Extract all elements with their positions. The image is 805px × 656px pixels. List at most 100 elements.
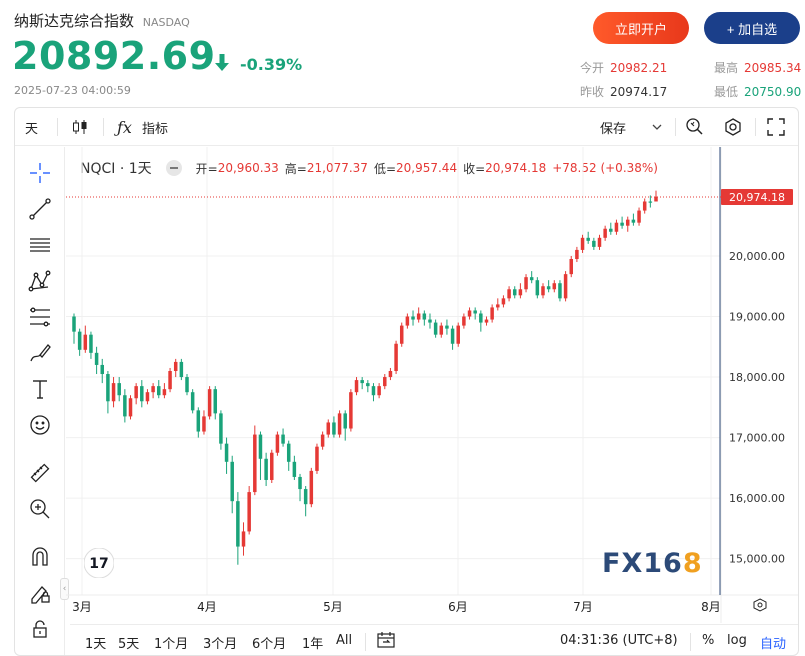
price-chart[interactable]: 20,974.18 20,000.00 19,000.00 18,000.00 17,0… [66, 147, 798, 623]
candle [213, 389, 218, 414]
hide-legend-button[interactable] [165, 160, 182, 176]
candle-type-icon[interactable] [71, 108, 89, 146]
candle [580, 237, 585, 250]
time-tick-label: 3月 [72, 600, 92, 614]
candle [484, 319, 489, 323]
candle [546, 286, 551, 290]
candle [117, 383, 121, 396]
candle [247, 492, 251, 532]
index-title: 纳斯达克综合指数 NASDAQ [14, 10, 190, 31]
candle [292, 461, 297, 477]
candle [586, 237, 590, 241]
symbol-label: NQCI · 1天 [80, 161, 152, 177]
candle [366, 383, 370, 387]
range-1y[interactable]: 1年 [302, 637, 324, 652]
range-bar: 1天 5天 1个月 3个月 6个月 1年 All 04:31:36 (UTC+8… [70, 624, 798, 655]
text-icon[interactable] [25, 375, 55, 403]
ruler-icon[interactable] [25, 459, 55, 487]
candle [383, 377, 387, 387]
candle [535, 280, 540, 296]
candle [140, 386, 144, 402]
candle [416, 313, 421, 320]
timestamp: 2025-07-23 04:00:59 [14, 84, 131, 97]
candle [501, 298, 506, 305]
lock-drawing-icon[interactable] [25, 579, 55, 607]
candle [399, 325, 404, 344]
date-range-icon[interactable] [376, 631, 396, 653]
candle [349, 392, 353, 429]
range-1d[interactable]: 1天 [85, 637, 107, 652]
range-all[interactable]: All [336, 633, 353, 648]
pattern-icon[interactable] [25, 267, 55, 295]
candle [145, 392, 150, 402]
emoji-icon[interactable] [25, 411, 55, 439]
legend-close: 20,974.18 [485, 161, 547, 175]
range-5d[interactable]: 5天 [118, 637, 140, 652]
fx168-logo: FX168 [602, 548, 703, 579]
candle [298, 476, 302, 490]
candle [654, 196, 658, 202]
candle [281, 434, 285, 444]
lock-icon[interactable] [25, 615, 55, 643]
candle [179, 361, 184, 378]
fullscreen-icon[interactable] [767, 108, 785, 146]
crosshair-icon[interactable] [25, 159, 55, 187]
candle [77, 331, 82, 350]
clock[interactable]: 04:31:36 (UTC+8) [560, 633, 678, 648]
candle [541, 286, 545, 296]
candle [309, 470, 314, 505]
exchange-label: NASDAQ [142, 16, 190, 29]
brush-icon[interactable] [25, 339, 55, 367]
candle [524, 277, 528, 290]
candle [128, 398, 133, 417]
price-tick-label: 16,000.00 [729, 492, 785, 505]
price-change: -0.39% [240, 55, 303, 74]
settings-icon[interactable] [723, 108, 743, 146]
candle [496, 304, 500, 308]
candle [445, 325, 449, 329]
price-tick-label: 15,000.00 [729, 553, 785, 566]
save-button[interactable]: 保存 [600, 121, 627, 137]
candle [343, 413, 347, 429]
candle [185, 377, 189, 393]
tradingview-logo[interactable]: 17 [83, 547, 115, 579]
chevron-down-icon[interactable] [651, 108, 663, 146]
open-account-button[interactable]: 立即开户 [593, 12, 689, 44]
fib-icon[interactable] [25, 303, 55, 331]
log-toggle[interactable]: log [727, 633, 747, 648]
candle [326, 422, 331, 435]
axis-settings-icon[interactable] [753, 598, 767, 612]
candle [394, 343, 398, 371]
interval-selector[interactable]: 天 [25, 121, 39, 137]
auto-scale-toggle[interactable]: 自动 [760, 637, 787, 652]
candle [123, 395, 127, 417]
candle [111, 383, 116, 402]
candle [450, 328, 455, 344]
collapse-toolbar-button[interactable]: ‹ [60, 578, 69, 600]
percent-toggle[interactable]: % [702, 633, 715, 648]
candle [72, 316, 76, 332]
candle [151, 386, 155, 393]
zoom-in-icon[interactable] [25, 495, 55, 523]
quick-search-icon[interactable] [685, 108, 705, 146]
candle [303, 489, 308, 505]
candle [625, 219, 630, 226]
horizontal-lines-icon[interactable] [25, 231, 55, 259]
candle [563, 274, 568, 299]
time-tick-label: 7月 [573, 600, 593, 614]
candle [490, 307, 494, 320]
candle [219, 413, 223, 444]
candle [106, 374, 110, 402]
range-6m[interactable]: 6个月 [252, 637, 287, 652]
candle [190, 392, 195, 411]
range-1m[interactable]: 1个月 [154, 637, 189, 652]
indicators-button[interactable]: ƒx 指标 [117, 117, 168, 137]
price-tick-label: 18,000.00 [729, 371, 785, 384]
range-3m[interactable]: 3个月 [203, 637, 238, 652]
magnet-icon[interactable] [25, 543, 55, 571]
add-watchlist-button[interactable]: + 加自选 [704, 12, 800, 44]
trend-line-icon[interactable] [25, 195, 55, 223]
index-name: 纳斯达克综合指数 [14, 12, 135, 30]
candle [332, 422, 336, 435]
stat-prev-close: 昨收 20974.17 [580, 85, 668, 99]
